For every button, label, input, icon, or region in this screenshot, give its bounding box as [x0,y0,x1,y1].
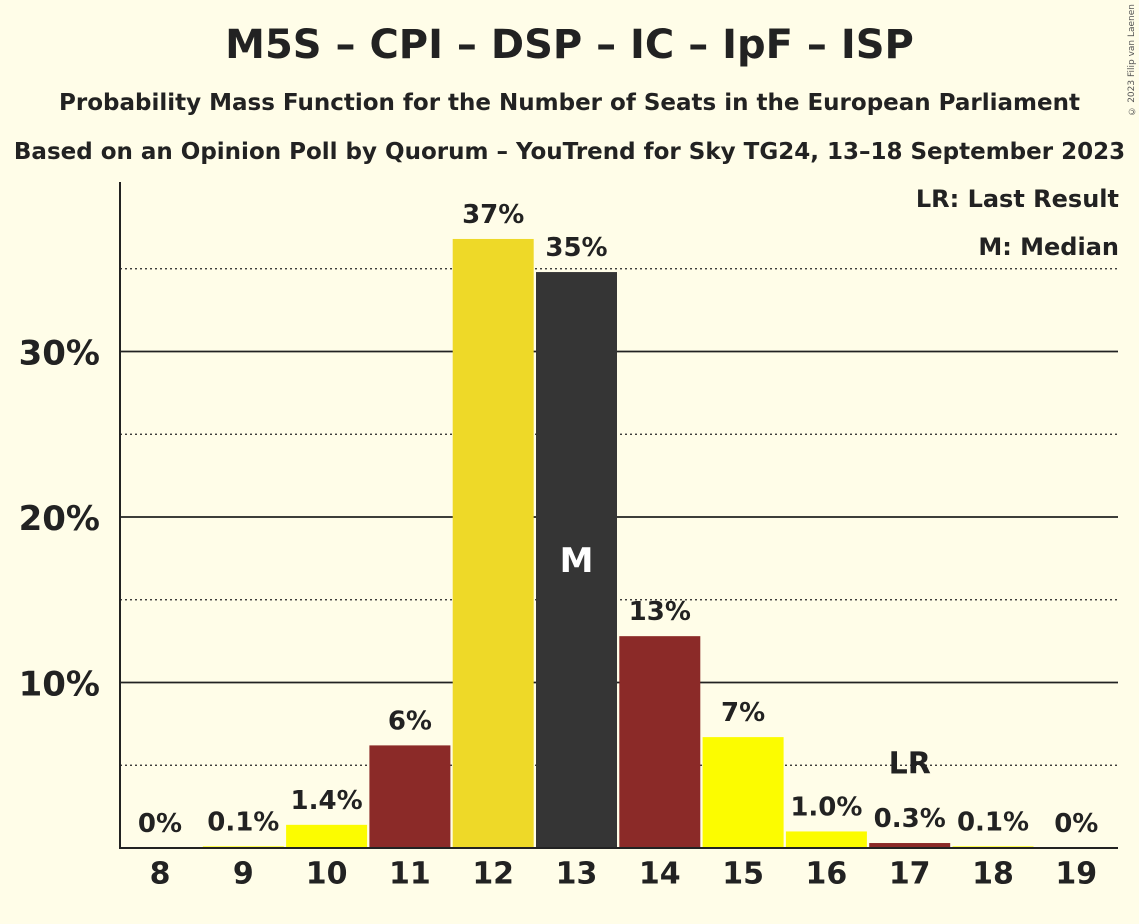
data-label: 0.1% [957,807,1029,837]
data-label: 13% [629,597,691,627]
chart-source: Based on an Opinion Poll by Quorum – You… [13,139,1126,165]
bar [452,238,534,848]
data-label: 0.3% [874,804,946,834]
bar [619,636,701,848]
x-tick-label: 12 [472,857,514,892]
last-result-marker: LR [889,746,931,781]
x-tick-label: 14 [639,857,681,892]
x-tick-label: 8 [150,857,171,892]
legend-median: M: Median [978,233,1119,261]
x-tick-label: 19 [1055,857,1097,892]
median-marker: M [560,541,594,581]
data-label: 37% [462,200,524,230]
bar [702,737,784,848]
bar [869,843,951,848]
chart-title: M5S – CPI – DSP – IC – IpF – ISP [225,22,914,68]
x-tick-label: 16 [806,857,848,892]
data-label: 0.1% [207,807,279,837]
legend-last-result: LR: Last Result [915,185,1119,213]
data-label: 35% [545,233,607,263]
data-label: 7% [721,698,765,728]
bar [785,831,867,848]
x-tick-label: 17 [889,857,931,892]
y-tick-label: 20% [19,499,100,539]
bar [536,272,617,848]
bar [286,824,368,848]
chart-subtitle: Probability Mass Function for the Number… [59,90,1080,116]
data-label: 6% [388,706,432,736]
y-tick-label: 30% [19,334,100,374]
x-tick-label: 9 [233,857,254,892]
data-label: 0% [1054,809,1098,839]
x-tick-label: 13 [556,857,598,892]
x-tick-label: 11 [389,857,431,892]
data-label: 0% [138,809,182,839]
bar [369,745,451,848]
x-tick-label: 18 [972,857,1014,892]
y-tick-label: 10% [19,665,100,705]
x-tick-label: 10 [306,857,348,892]
x-tick-label: 15 [722,857,764,892]
data-label: 1.4% [291,786,363,816]
data-label: 1.0% [790,792,862,822]
